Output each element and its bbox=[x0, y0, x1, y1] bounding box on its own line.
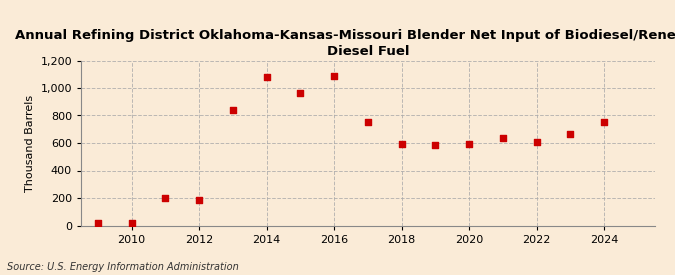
Point bbox=[497, 136, 508, 140]
Title: Annual Refining District Oklahoma-Kansas-Missouri Blender Net Input of Biodiesel: Annual Refining District Oklahoma-Kansas… bbox=[16, 29, 675, 58]
Point bbox=[126, 221, 137, 225]
Point bbox=[565, 132, 576, 136]
Point bbox=[362, 120, 373, 125]
Point bbox=[92, 221, 103, 225]
Point bbox=[329, 74, 340, 79]
Point bbox=[396, 142, 407, 147]
Point bbox=[160, 196, 171, 200]
Point bbox=[295, 91, 306, 95]
Point bbox=[430, 142, 441, 147]
Text: Source: U.S. Energy Information Administration: Source: U.S. Energy Information Administ… bbox=[7, 262, 238, 272]
Point bbox=[464, 142, 475, 147]
Point bbox=[531, 139, 542, 144]
Point bbox=[227, 108, 238, 112]
Point bbox=[599, 120, 610, 125]
Point bbox=[261, 75, 272, 79]
Point bbox=[194, 198, 205, 202]
Y-axis label: Thousand Barrels: Thousand Barrels bbox=[25, 94, 35, 192]
